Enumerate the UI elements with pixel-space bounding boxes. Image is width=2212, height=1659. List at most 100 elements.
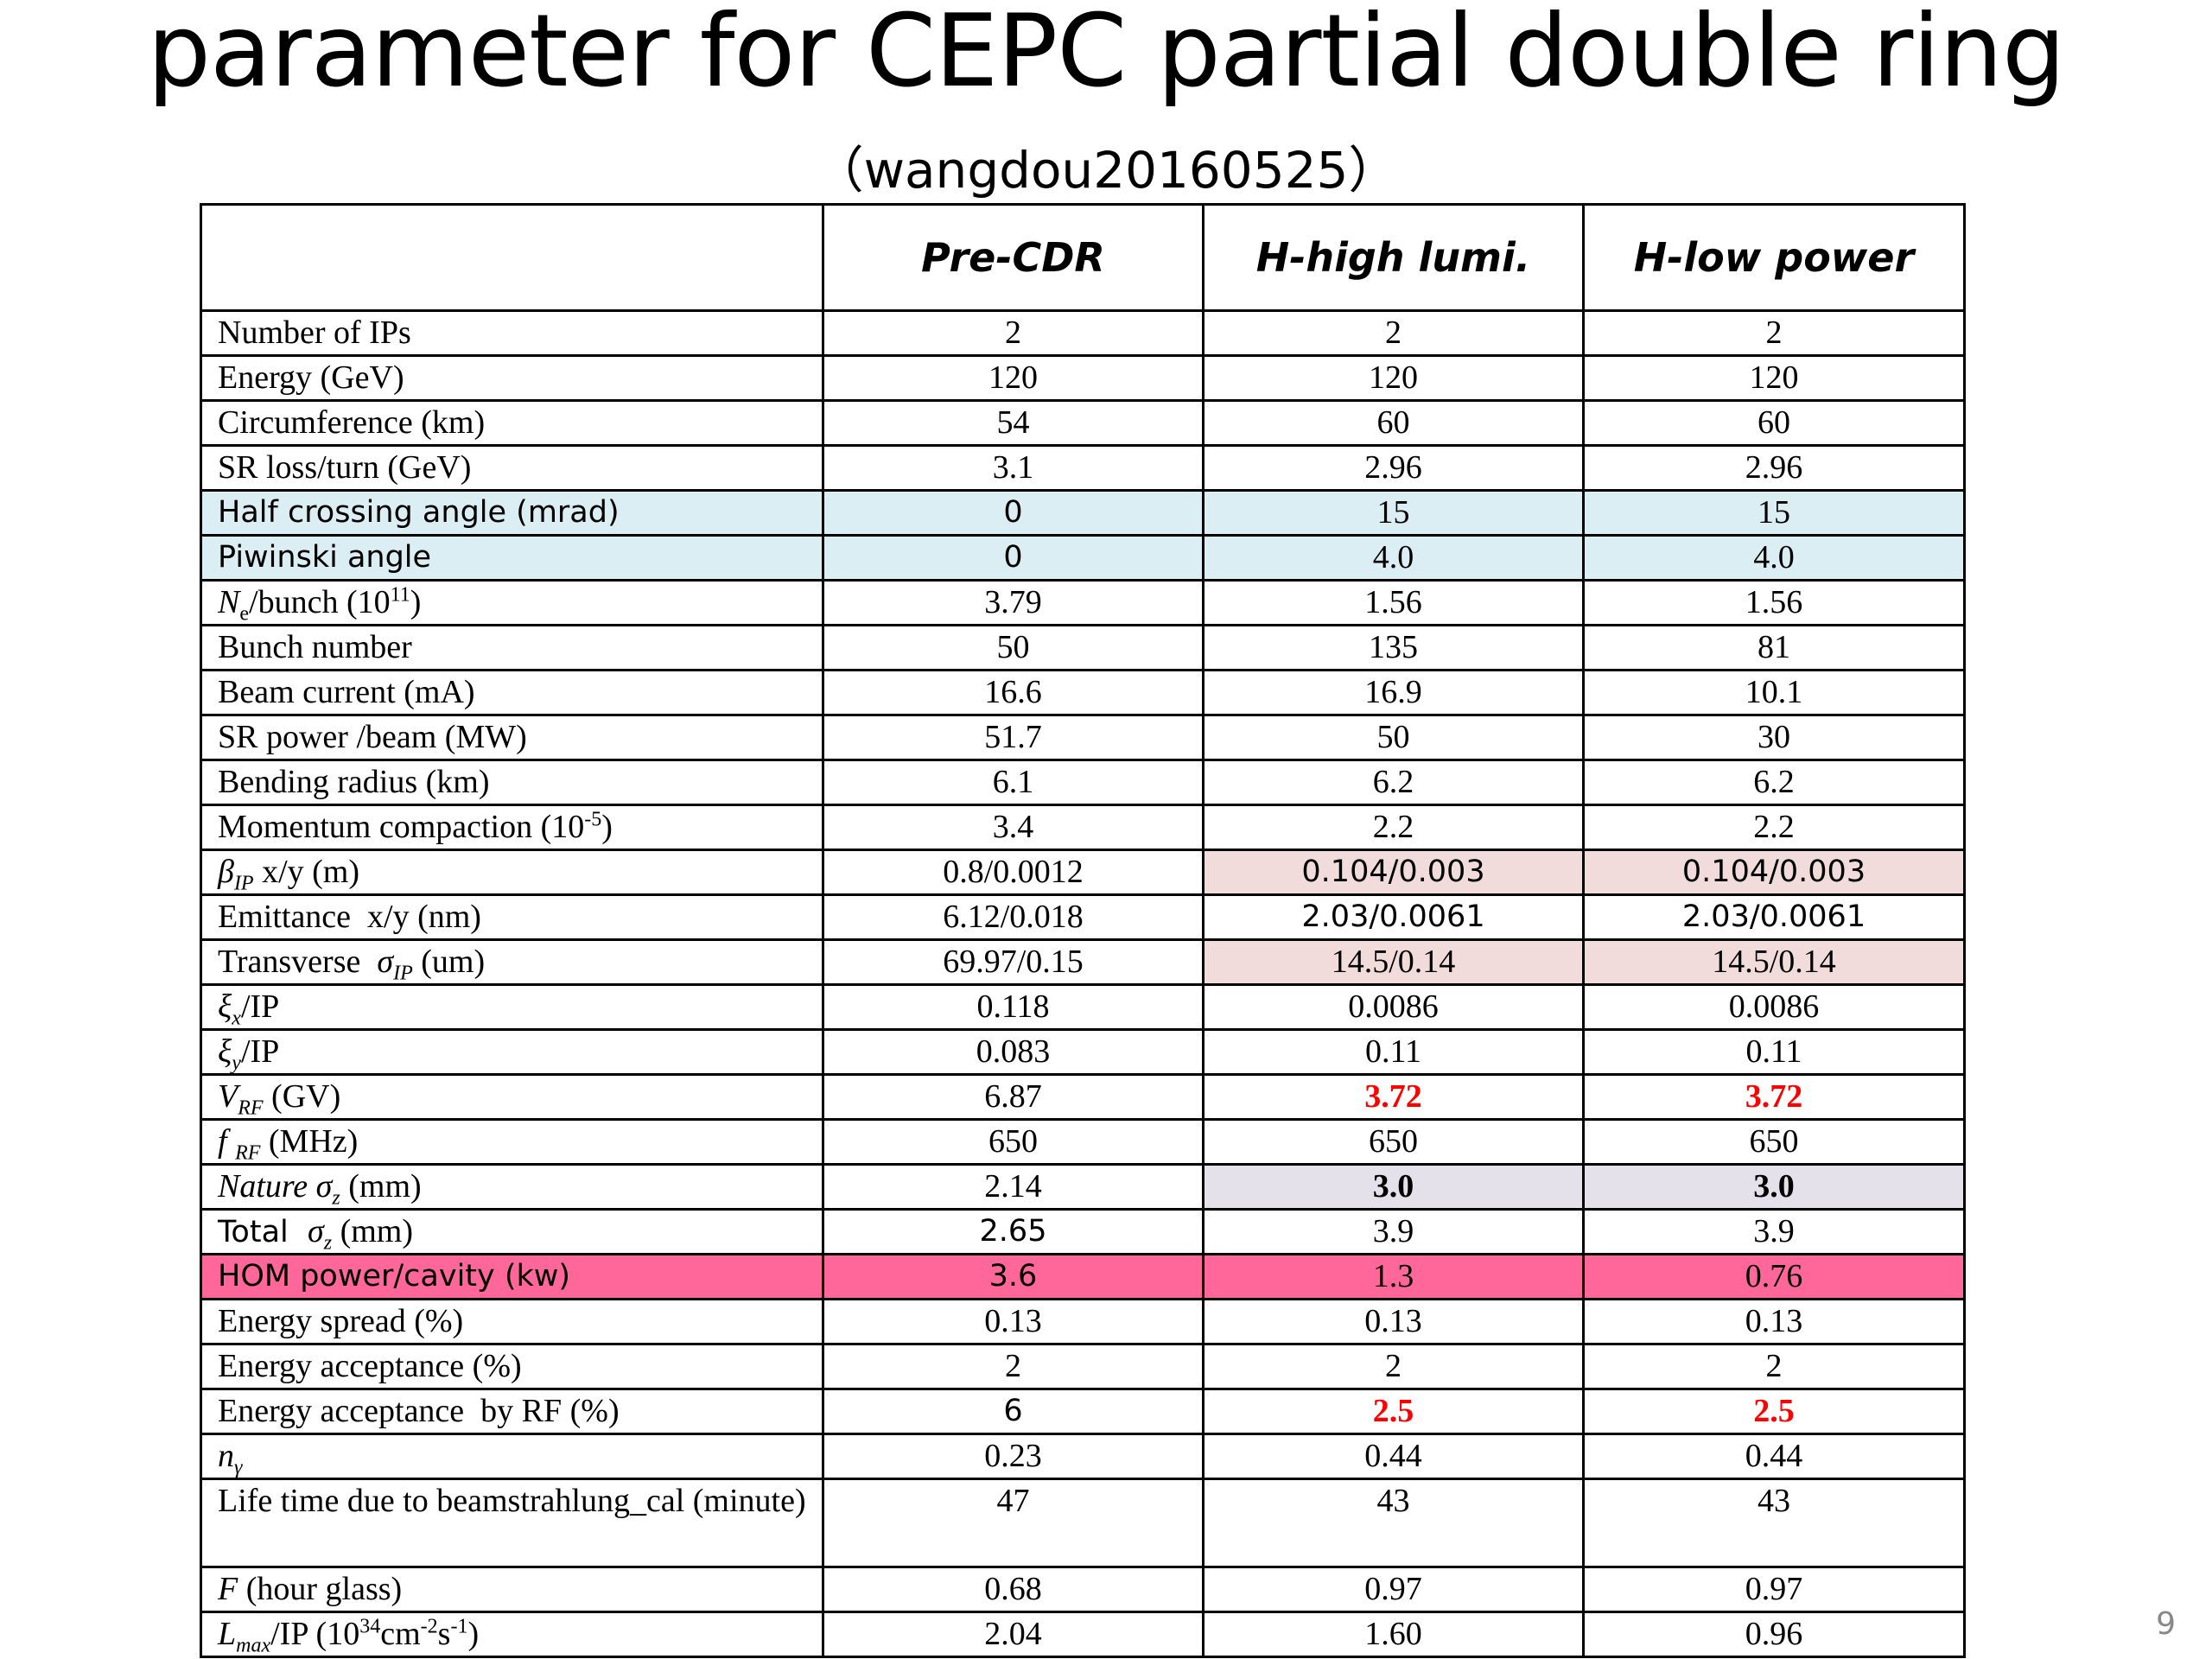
label-superscript: -1 (450, 1615, 468, 1638)
label-superscript: 11 (390, 583, 410, 607)
cell-h-high-lumi: 0.104/0.003 (1202, 849, 1585, 896)
cell-h-high-lumi: 1.3 (1202, 1253, 1585, 1300)
cell-h-high-lumi: 0.13 (1202, 1298, 1585, 1345)
cell-h-low-power: 2.96 (1582, 444, 1966, 492)
cell-h-low-power: 6.2 (1582, 759, 1966, 806)
cell-h-low-power: 0.96 (1582, 1611, 1966, 1658)
cell-pre-cdr: 6.12/0.018 (822, 893, 1205, 941)
cell-pre-cdr: 2.14 (822, 1163, 1205, 1211)
label-symbol: f (218, 1123, 236, 1160)
table-row-beta-ip: βIP x/y (m) 0.8/0.0012 0.104/0.003 0.104… (200, 849, 1966, 896)
table-row-life-time-beamstrahlung: Life time due to beamstrahlung_cal (minu… (200, 1478, 1966, 1568)
label-subscript: y (232, 1052, 241, 1075)
label-subscript: max (236, 1634, 271, 1657)
label-symbol: F (218, 1571, 238, 1607)
cell-h-high-lumi: 0.97 (1202, 1566, 1585, 1613)
label-text: /IP (10 (270, 1616, 360, 1652)
cell-pre-cdr: 47 (822, 1478, 1205, 1568)
row-label: f RF (MHz) (200, 1118, 824, 1166)
row-label: Nature σz (mm) (200, 1163, 824, 1211)
cell-h-high-lumi: 50 (1202, 714, 1585, 761)
cell-h-high-lumi: 60 (1202, 399, 1585, 447)
parameter-table: Pre-CDR H-high lumi. H-low power Number … (200, 203, 1966, 1658)
cell-pre-cdr: 2.65 (822, 1208, 1205, 1255)
cell-pre-cdr: 2 (822, 1343, 1205, 1390)
label-symbol: ξ (218, 988, 232, 1025)
table-row-beam-current: Beam current (mA) 16.6 16.9 10.1 (200, 669, 1966, 716)
row-label: VRF (GV) (200, 1073, 824, 1121)
cell-h-low-power: 81 (1582, 624, 1966, 671)
table-row-sr-power-beam: SR power /beam (MW) 51.7 50 30 (200, 714, 1966, 761)
label-text: (um) (412, 944, 486, 980)
cell-h-low-power: 2.03/0.0061 (1582, 893, 1966, 941)
cell-h-low-power: 0.76 (1582, 1253, 1966, 1300)
row-label: Half crossing angle (mrad) (200, 489, 824, 537)
cell-pre-cdr: 6.1 (822, 759, 1205, 806)
row-label: Energy acceptance by RF (%) (200, 1388, 824, 1435)
table-row-v-rf: VRF (GV) 6.87 3.72 3.72 (200, 1073, 1966, 1121)
row-label: Bunch number (200, 624, 824, 671)
cell-h-high-lumi: 16.9 (1202, 669, 1585, 716)
cell-pre-cdr: 0.118 (822, 983, 1205, 1031)
row-label: Beam current (mA) (200, 669, 824, 716)
row-label: Energy spread (%) (200, 1298, 824, 1345)
cell-h-low-power: 120 (1582, 354, 1966, 402)
label-text: Nature (218, 1168, 316, 1205)
row-label: Lmax/IP (1034cm-2s-1) (200, 1611, 824, 1658)
table-row-piwinski-angle: Piwinski angle 0 4.0 4.0 (200, 534, 1966, 582)
label-subscript: x (232, 1007, 241, 1030)
table-row-luminosity: Lmax/IP (1034cm-2s-1) 2.04 1.60 0.96 (200, 1611, 1966, 1658)
cell-h-high-lumi: 120 (1202, 354, 1585, 402)
row-label: F (hour glass) (200, 1566, 824, 1613)
cell-h-high-lumi: 0.0086 (1202, 983, 1585, 1031)
column-header-h-low-power: H-low power (1582, 203, 1966, 312)
label-text: (mm) (340, 1168, 422, 1205)
table-row-energy-spread: Energy spread (%) 0.13 0.13 0.13 (200, 1298, 1966, 1345)
cell-pre-cdr: 120 (822, 354, 1205, 402)
table-row-xi-y: ξy/IP 0.083 0.11 0.11 (200, 1028, 1966, 1076)
row-label: SR power /beam (MW) (200, 714, 824, 761)
label-symbol: n (218, 1438, 234, 1474)
cell-pre-cdr: 0.8/0.0012 (822, 849, 1205, 896)
label-text: (mm) (332, 1213, 414, 1249)
table-row-total-sigma-z: Total σz (mm) 2.65 3.9 3.9 (200, 1208, 1966, 1255)
cell-pre-cdr: 6 (822, 1388, 1205, 1435)
label-symbol: N (218, 584, 240, 620)
cell-pre-cdr: 16.6 (822, 669, 1205, 716)
label-symbol: σ (377, 944, 394, 980)
cell-h-high-lumi: 2 (1202, 309, 1585, 357)
label-symbol: V (218, 1078, 238, 1115)
row-label: Energy (GeV) (200, 354, 824, 402)
label-text: ) (410, 584, 422, 620)
cell-h-low-power: 3.9 (1582, 1208, 1966, 1255)
cell-pre-cdr: 3.1 (822, 444, 1205, 492)
cell-h-low-power: 1.56 (1582, 579, 1966, 626)
table-row-f-rf: f RF (MHz) 650 650 650 (200, 1118, 1966, 1166)
cell-h-high-lumi: 650 (1202, 1118, 1585, 1166)
cell-pre-cdr: 0.083 (822, 1028, 1205, 1076)
cell-h-high-lumi: 3.0 (1202, 1163, 1585, 1211)
label-text: (hour glass) (238, 1571, 403, 1607)
row-label: ξy/IP (200, 1028, 824, 1076)
cell-h-high-lumi: 135 (1202, 624, 1585, 671)
label-text: Momentum compaction (10 (218, 809, 585, 845)
table-row-number-of-ips: Number of IPs 2 2 2 (200, 309, 1966, 357)
cell-pre-cdr: 50 (822, 624, 1205, 671)
cell-h-high-lumi: 3.9 (1202, 1208, 1585, 1255)
cell-h-high-lumi: 0.44 (1202, 1433, 1585, 1480)
table-row-bunch-number: Bunch number 50 135 81 (200, 624, 1966, 671)
label-text: s (437, 1616, 451, 1652)
cell-h-high-lumi: 2.03/0.0061 (1202, 893, 1585, 941)
cell-h-low-power: 2.5 (1582, 1388, 1966, 1435)
row-label: Energy acceptance (%) (200, 1343, 824, 1390)
row-label: HOM power/cavity (kw) (200, 1253, 824, 1300)
label-symbol: L (218, 1616, 237, 1652)
label-superscript: 34 (359, 1615, 381, 1638)
cell-pre-cdr: 0.13 (822, 1298, 1205, 1345)
label-text: (GV) (263, 1078, 341, 1115)
cell-pre-cdr: 3.79 (822, 579, 1205, 626)
row-label: SR loss/turn (GeV) (200, 444, 824, 492)
cell-h-high-lumi: 2.2 (1202, 804, 1585, 851)
label-symbol: ξ (218, 1033, 232, 1070)
cell-h-low-power: 4.0 (1582, 534, 1966, 582)
